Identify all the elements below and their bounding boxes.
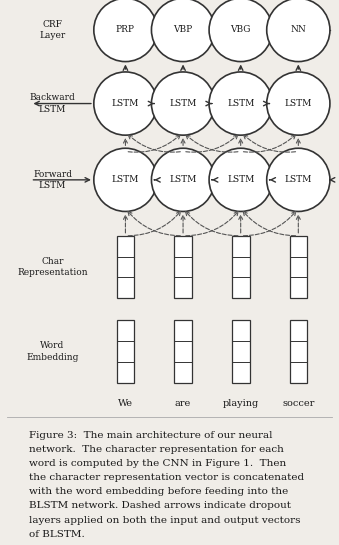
Bar [117, 320, 134, 383]
Text: LSTM: LSTM [285, 99, 312, 108]
Text: LSTM: LSTM [170, 175, 197, 184]
Ellipse shape [94, 0, 157, 62]
Bar [117, 235, 134, 298]
Bar [290, 235, 307, 298]
Ellipse shape [152, 72, 215, 135]
Text: layers applied on both the input and output vectors: layers applied on both the input and out… [29, 516, 300, 525]
Text: the character representation vector is concatenated: the character representation vector is c… [29, 473, 304, 482]
Text: LSTM: LSTM [285, 175, 312, 184]
Bar [232, 320, 250, 383]
Ellipse shape [209, 148, 272, 211]
Text: We: We [118, 399, 133, 408]
Ellipse shape [267, 0, 330, 62]
Text: LSTM: LSTM [112, 175, 139, 184]
Text: CRF
Layer: CRF Layer [39, 20, 66, 40]
Text: Forward
LSTM: Forward LSTM [33, 170, 72, 190]
Text: PRP: PRP [116, 26, 135, 34]
Text: with the word embedding before feeding into the: with the word embedding before feeding i… [29, 487, 288, 496]
Bar [174, 235, 192, 298]
Ellipse shape [152, 148, 215, 211]
Text: NN: NN [291, 26, 306, 34]
Text: playing: playing [223, 399, 259, 408]
Bar [290, 320, 307, 383]
Text: VBG: VBG [231, 26, 251, 34]
Text: Word
Embedding: Word Embedding [26, 342, 79, 361]
Text: of BLSTM.: of BLSTM. [29, 530, 84, 539]
Bar [232, 235, 250, 298]
Ellipse shape [267, 148, 330, 211]
Text: Char
Representation: Char Representation [17, 257, 88, 277]
Text: BLSTM network. Dashed arrows indicate dropout: BLSTM network. Dashed arrows indicate dr… [29, 501, 291, 511]
Text: Backward
LSTM: Backward LSTM [30, 94, 75, 113]
Text: LSTM: LSTM [112, 99, 139, 108]
Text: LSTM: LSTM [227, 175, 254, 184]
Bar [174, 320, 192, 383]
Text: Figure 3:  The main architecture of our neural: Figure 3: The main architecture of our n… [29, 431, 272, 440]
Text: VBP: VBP [174, 26, 193, 34]
Ellipse shape [209, 72, 272, 135]
Ellipse shape [152, 0, 215, 62]
Text: LSTM: LSTM [227, 99, 254, 108]
Text: word is computed by the CNN in Figure 1.  Then: word is computed by the CNN in Figure 1.… [29, 459, 286, 468]
Ellipse shape [209, 0, 272, 62]
Ellipse shape [94, 72, 157, 135]
Text: LSTM: LSTM [170, 99, 197, 108]
Ellipse shape [94, 148, 157, 211]
Text: are: are [175, 399, 191, 408]
Text: network.  The character representation for each: network. The character representation fo… [29, 445, 284, 454]
Ellipse shape [267, 72, 330, 135]
Text: soccer: soccer [282, 399, 315, 408]
